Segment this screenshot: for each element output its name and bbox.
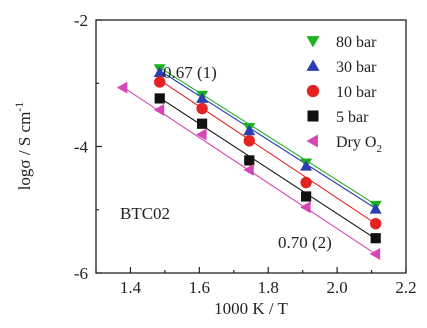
fit-line-30-bar [159, 70, 376, 209]
data-point-5-bar [370, 233, 381, 244]
data-point-dry-o [300, 201, 311, 214]
annotation-slope-top: 0.67 (1) [163, 63, 217, 82]
fit-line-10-bar [159, 79, 376, 225]
annotation-sample-name: BTC02 [120, 204, 170, 223]
x-tick-label: 1.6 [189, 278, 210, 297]
legend-marker-30-bar [306, 59, 320, 71]
data-point-5-bar [196, 118, 208, 129]
legend-marker-5-bar [307, 110, 319, 122]
data-point-10-bar [300, 176, 312, 189]
x-tick-label: 1.4 [120, 278, 142, 297]
data-point-5-bar [244, 155, 255, 166]
data-point-dry-o [243, 163, 254, 176]
legend-label-80-bar: 80 bar [336, 34, 377, 51]
y-axis-label-superscript: -1 [12, 102, 26, 112]
data-point-30-bar [196, 92, 209, 103]
data-points [116, 64, 382, 261]
axis-ticks [95, 19, 407, 274]
x-tick-label: 2.0 [326, 278, 347, 297]
x-tick-label: 2.2 [395, 278, 416, 297]
legend-label-dry-o: Dry O2 [336, 134, 382, 155]
y-tick-label: -2 [74, 11, 88, 30]
y-tick-label: -6 [74, 264, 88, 283]
legend-label-5-bar: 5 bar [336, 109, 369, 126]
data-point-30-bar [369, 203, 382, 214]
annotation-slope-bottom: 0.70 (2) [278, 233, 332, 252]
data-point-dry-o [153, 103, 165, 116]
data-point-dry-o [116, 81, 128, 94]
y-axis-label-main: logσ / S cm [15, 112, 34, 191]
data-point-dry-o [369, 248, 381, 261]
y-tick-label: -4 [74, 138, 89, 157]
data-point-dry-o [196, 128, 207, 141]
legend-marker-10-bar [306, 84, 320, 98]
tick-labels: 1.4 1.6 1.8 2.0 2.2 -6 -4 -2 [74, 11, 417, 297]
legend-label-10-bar: 10 bar [336, 84, 377, 101]
fit-line-80-bar [159, 66, 376, 206]
data-point-10-bar [196, 102, 208, 115]
data-point-30-bar [243, 124, 256, 136]
data-point-5-bar [154, 93, 165, 104]
y-axis-label: logσ / S cm-1 [12, 102, 34, 191]
x-tick-label: 1.8 [258, 278, 279, 297]
data-point-30-bar [300, 160, 313, 171]
x-axis-label: 1000 K / T [214, 299, 288, 318]
fit-line-5-bar [159, 97, 376, 240]
data-point-30-bar [153, 66, 166, 77]
data-point-10-bar [154, 76, 166, 88]
legend: 80 bar 30 bar 10 bar 5 bar Dry O2 [306, 34, 382, 155]
data-point-10-bar [369, 217, 382, 230]
data-point-5-bar [301, 191, 312, 202]
data-point-10-bar [243, 135, 255, 147]
legend-label-30-bar: 30 bar [336, 59, 377, 76]
legend-marker-dry-o [306, 134, 318, 148]
legend-marker-80-bar [306, 36, 320, 48]
